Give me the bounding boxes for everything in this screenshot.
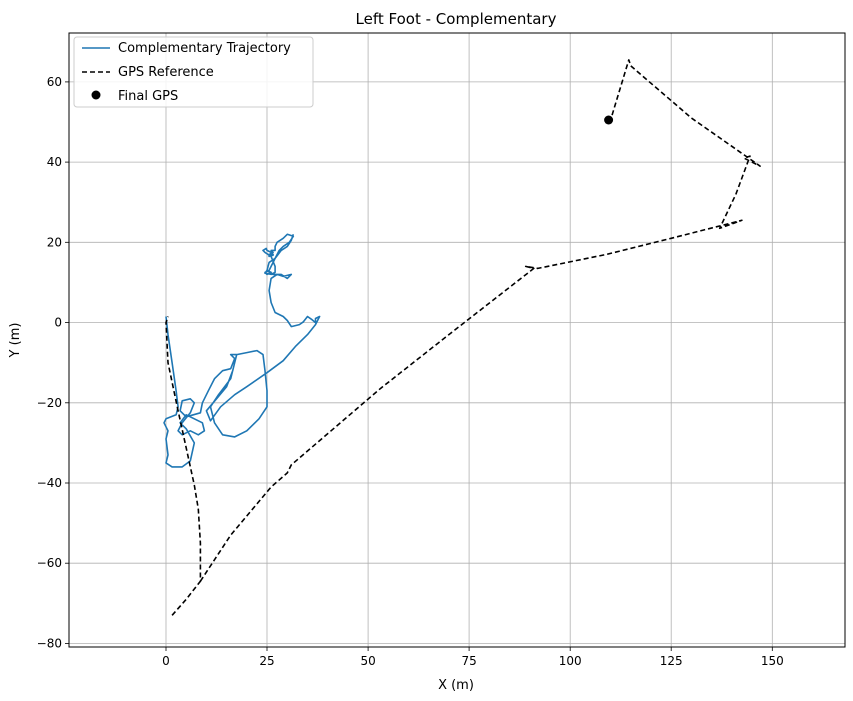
x-tick-label-3: 75 <box>461 654 476 668</box>
x-tick-label-6: 150 <box>761 654 784 668</box>
y-tick-label-2: −40 <box>37 476 62 490</box>
x-tick-label-5: 125 <box>660 654 683 668</box>
y-axis-label: Y (m) <box>8 323 23 359</box>
final-gps-marker-0 <box>604 115 614 125</box>
plot-frame <box>68 32 846 648</box>
x-tick-label-1: 25 <box>259 654 274 668</box>
y-tick-label-0: −80 <box>37 636 62 650</box>
grid <box>69 33 845 647</box>
gps-reference-line-b <box>199 59 761 582</box>
legend-label-gps: GPS Reference <box>118 65 214 80</box>
legend-label-trajectory: Complementary Trajectory <box>118 41 291 56</box>
x-tick-label-4: 100 <box>559 654 582 668</box>
y-tick-label-6: 40 <box>47 155 62 169</box>
legend-swatch-final-gps <box>91 90 101 100</box>
y-tick-label-1: −60 <box>37 556 62 570</box>
y-axis: −80 −60 −40 −20 0 20 40 60 <box>37 75 69 650</box>
chart-title: Left Foot - Complementary <box>356 10 557 28</box>
x-axis: 0 25 50 75 100 125 150 <box>162 647 784 668</box>
y-tick-label-4: 0 <box>54 316 62 330</box>
y-tick-label-3: −20 <box>37 396 62 410</box>
gps-reference-line-a <box>165 316 202 616</box>
y-tick-label-5: 20 <box>47 235 62 249</box>
legend: Complementary Trajectory GPS Reference F… <box>73 36 314 108</box>
x-axis-label: X (m) <box>438 678 474 693</box>
trajectory-line <box>163 233 321 468</box>
legend-box <box>73 36 314 108</box>
x-tick-label-2: 50 <box>360 654 375 668</box>
plot-layer <box>163 59 761 616</box>
legend-label-final-gps: Final GPS <box>118 89 178 104</box>
x-tick-label-0: 0 <box>162 654 170 668</box>
y-tick-label-7: 60 <box>47 75 62 89</box>
